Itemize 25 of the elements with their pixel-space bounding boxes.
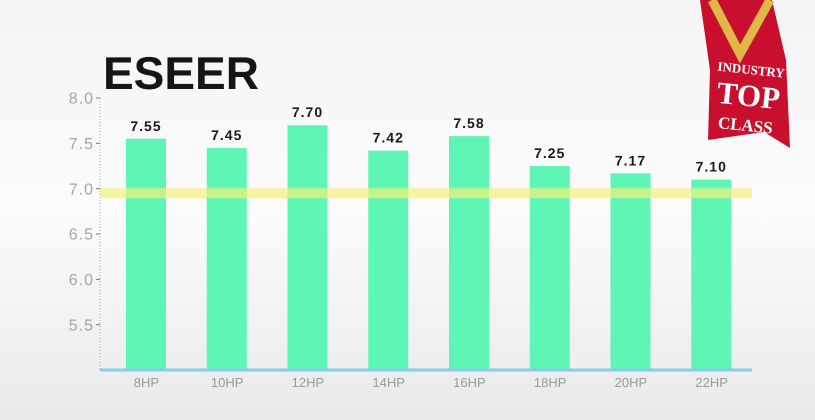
- data-label: 7.55: [130, 118, 162, 134]
- data-label: 7.42: [372, 130, 404, 146]
- x-tick-label: 22HP: [695, 375, 728, 390]
- chart-title: ESEER: [103, 47, 259, 99]
- y-tick-label: 7.0: [68, 181, 94, 198]
- x-tick-label: 18HP: [534, 375, 566, 390]
- x-tick-label: 8HP: [134, 375, 160, 390]
- y-tick-label: 7.5: [68, 136, 94, 154]
- x-tick-label: 14HP: [372, 375, 405, 390]
- y-tick-label: 6.0: [68, 272, 94, 290]
- data-label: 7.25: [534, 145, 566, 161]
- y-tick-label: 6.5: [68, 226, 94, 244]
- data-label: 7.45: [211, 126, 242, 143]
- x-tick-label: 20HP: [614, 375, 648, 390]
- data-label: 7.58: [453, 115, 485, 132]
- x-tick-label: 10HP: [210, 375, 244, 390]
- text: INDUSTRY: [716, 58, 786, 81]
- data-label: 7.10: [696, 158, 727, 175]
- data-label: 7.17: [614, 152, 646, 168]
- x-tick-label: 12HP: [292, 375, 324, 390]
- y-tick-label: 5.5: [68, 317, 94, 334]
- y-tick-label: 8.0: [68, 90, 94, 108]
- data-label: 7.70: [292, 104, 324, 120]
- annotation: CLASS: [717, 113, 774, 138]
- x-tick-label: 16HP: [453, 375, 486, 390]
